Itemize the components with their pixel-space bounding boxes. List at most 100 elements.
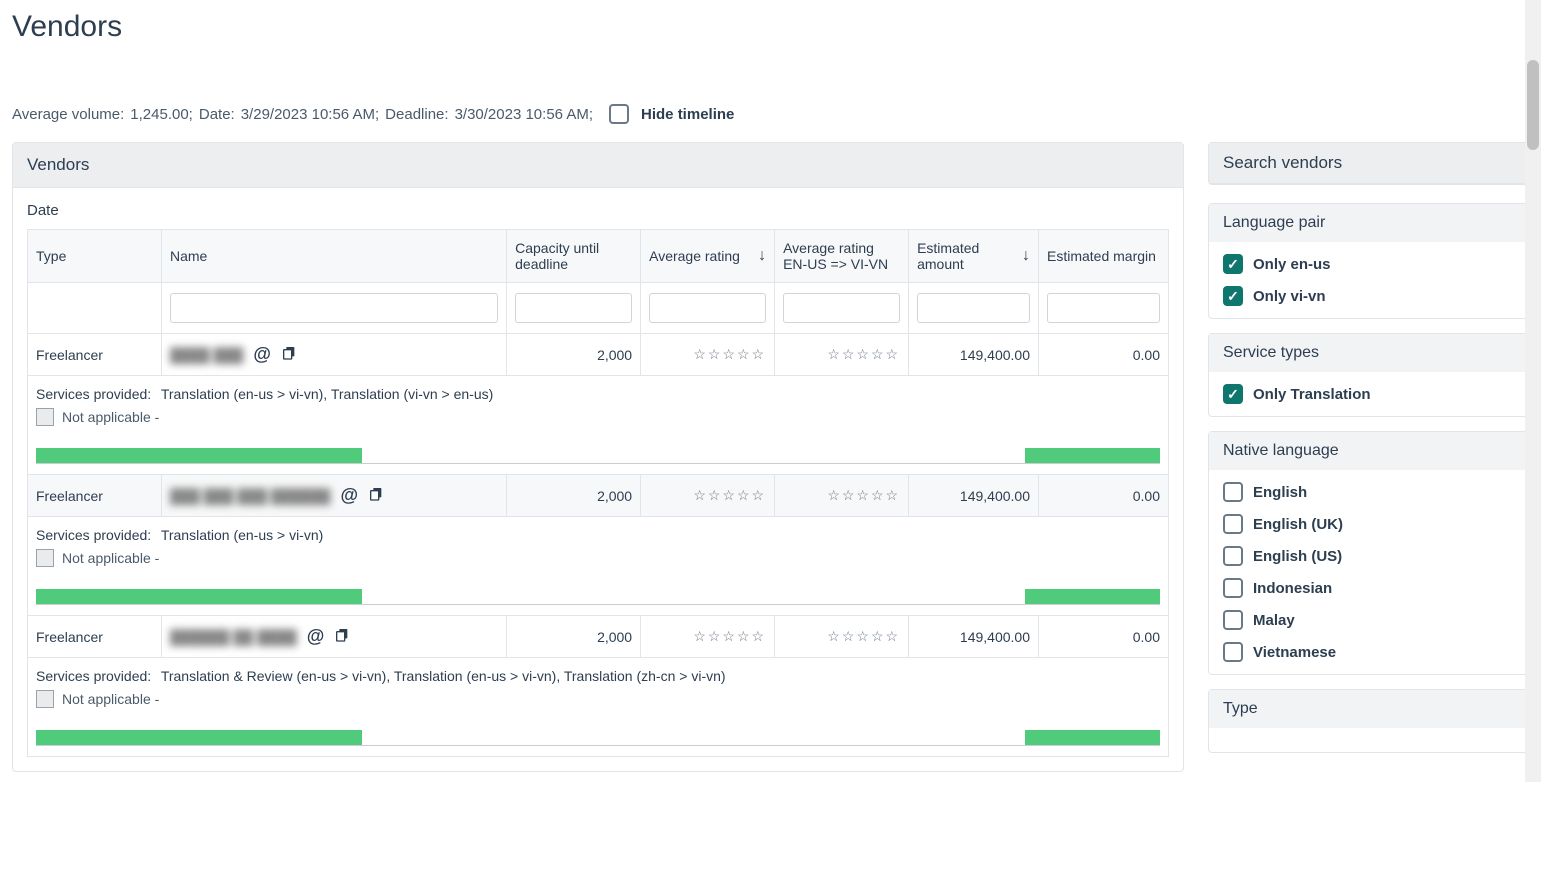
timeline: [36, 448, 1160, 464]
cell-name: ████ ███ @: [161, 334, 506, 376]
cell-avg-rating: ☆☆☆☆☆: [641, 475, 775, 517]
table-row[interactable]: Freelancer████ ███@2,000☆☆☆☆☆☆☆☆☆☆149,40…: [28, 334, 1169, 376]
services-value: Translation & Review (en-us > vi-vn), Tr…: [161, 668, 726, 684]
email-icon[interactable]: @: [307, 626, 325, 647]
copy-icon[interactable]: [281, 345, 297, 364]
checkbox[interactable]: [1223, 286, 1243, 306]
vendor-name: ███ ███ ███ ██████: [170, 488, 330, 504]
scrollbar-thumb[interactable]: [1527, 60, 1539, 150]
vendor-name: ██████ ██ ████: [170, 629, 297, 645]
avg-volume-label: Average volume:: [12, 106, 124, 123]
checkbox[interactable]: [1223, 482, 1243, 502]
hide-timeline-checkbox[interactable]: [609, 104, 629, 124]
filter-checkbox-row[interactable]: English: [1223, 482, 1514, 502]
cell-avg-rating: ☆☆☆☆☆: [641, 334, 775, 376]
checkbox-label: Malay: [1253, 612, 1295, 629]
col-est-margin[interactable]: Estimated margin: [1039, 230, 1169, 283]
cell-name: ███ ███ ███ ██████ @: [161, 475, 506, 517]
page-scrollbar[interactable]: [1525, 0, 1541, 782]
checkbox[interactable]: [1223, 642, 1243, 662]
date-value: 3/29/2023 10:56 AM;: [241, 106, 379, 123]
native-language-group: Native language EnglishEnglish (UK)Engli…: [1208, 431, 1529, 675]
table-row[interactable]: Freelancer██████ ██ ████@2,000☆☆☆☆☆☆☆☆☆☆…: [28, 616, 1169, 658]
type-group: Type: [1208, 689, 1529, 753]
checkbox[interactable]: [1223, 384, 1243, 404]
hide-timeline-label[interactable]: Hide timeline: [641, 106, 734, 123]
table-row[interactable]: Freelancer███ ███ ███ ██████@2,000☆☆☆☆☆☆…: [28, 475, 1169, 517]
cell-est-amount: 149,400.00: [909, 616, 1039, 658]
sort-arrow-icon[interactable]: ↓: [758, 247, 766, 265]
deadline-label: Deadline:: [385, 106, 448, 123]
col-type[interactable]: Type: [28, 230, 162, 283]
timeline-bar: [36, 730, 362, 745]
filter-checkbox-row[interactable]: English (UK): [1223, 514, 1514, 534]
filter-capacity-input[interactable]: [515, 293, 632, 323]
sort-arrow-icon[interactable]: ↓: [1022, 247, 1030, 265]
deadline-value: 3/30/2023 10:56 AM;: [455, 106, 593, 123]
expand-row: Services provided: Translation (en-us > …: [28, 517, 1169, 616]
language-pair-group: Language pair Only en-usOnly vi-vn: [1208, 203, 1529, 319]
not-applicable-line: Not applicable -: [36, 549, 1160, 567]
filter-checkbox-row[interactable]: English (US): [1223, 546, 1514, 566]
copy-icon[interactable]: [368, 486, 384, 505]
cell-capacity: 2,000: [507, 334, 641, 376]
expand-row: Services provided: Translation (en-us > …: [28, 376, 1169, 475]
col-avg-rating[interactable]: Average rating↓: [641, 230, 775, 283]
cell-type: Freelancer: [28, 475, 162, 517]
col-avg-rating-pair[interactable]: Average rating EN-US => VI-VN: [775, 230, 909, 283]
checkbox-label: Only Translation: [1253, 386, 1371, 403]
cell-avg-rating: ☆☆☆☆☆: [641, 616, 775, 658]
cell-est-amount: 149,400.00: [909, 334, 1039, 376]
filter-name-input[interactable]: [170, 293, 498, 323]
vendors-panel: Vendors Date Type Name Capacity until de…: [12, 142, 1184, 772]
checkbox-label: Vietnamese: [1253, 644, 1336, 661]
services-line: Services provided: Translation & Review …: [36, 668, 1160, 684]
service-types-header: Service types: [1209, 334, 1528, 372]
timeline: [36, 730, 1160, 746]
not-applicable-line: Not applicable -: [36, 408, 1160, 426]
meta-row: Average volume: 1,245.00; Date: 3/29/202…: [12, 104, 1529, 124]
checkbox-label: English (UK): [1253, 516, 1343, 533]
timeline: [36, 589, 1160, 605]
search-vendors-panel: Search vendors: [1208, 142, 1529, 185]
email-icon[interactable]: @: [253, 344, 271, 365]
filter-checkbox-row[interactable]: Only vi-vn: [1223, 286, 1514, 306]
filter-checkbox-row[interactable]: Vietnamese: [1223, 642, 1514, 662]
vendor-name: ████ ███: [170, 347, 243, 363]
copy-icon[interactable]: [334, 627, 350, 646]
not-applicable-checkbox[interactable]: [36, 690, 54, 708]
checkbox[interactable]: [1223, 610, 1243, 630]
cell-avg-rating-pair: ☆☆☆☆☆: [775, 616, 909, 658]
timeline-bar: [1025, 730, 1160, 745]
filter-checkbox-row[interactable]: Malay: [1223, 610, 1514, 630]
checkbox[interactable]: [1223, 254, 1243, 274]
services-value: Translation (en-us > vi-vn), Translation…: [161, 386, 494, 402]
filter-checkbox-row[interactable]: Only en-us: [1223, 254, 1514, 274]
avg-volume-value: 1,245.00;: [130, 106, 193, 123]
checkbox-label: English (US): [1253, 548, 1342, 565]
not-applicable-checkbox[interactable]: [36, 408, 54, 426]
cell-est-margin: 0.00: [1039, 334, 1169, 376]
email-icon[interactable]: @: [340, 485, 358, 506]
col-est-amount[interactable]: Estimated amount↓: [909, 230, 1039, 283]
filter-avgrating-input[interactable]: [649, 293, 766, 323]
col-capacity[interactable]: Capacity until deadline: [507, 230, 641, 283]
checkbox[interactable]: [1223, 514, 1243, 534]
services-value: Translation (en-us > vi-vn): [161, 527, 323, 543]
filter-checkbox-row[interactable]: Indonesian: [1223, 578, 1514, 598]
cell-type: Freelancer: [28, 616, 162, 658]
col-name[interactable]: Name: [161, 230, 506, 283]
checkbox-label: Indonesian: [1253, 580, 1332, 597]
filter-estmargin-input[interactable]: [1047, 293, 1160, 323]
not-applicable-label: Not applicable -: [62, 691, 159, 707]
cell-capacity: 2,000: [507, 616, 641, 658]
vendors-table: Type Name Capacity until deadline Averag…: [27, 229, 1169, 757]
checkbox[interactable]: [1223, 578, 1243, 598]
services-line: Services provided: Translation (en-us > …: [36, 527, 1160, 543]
filter-avgrating-pair-input[interactable]: [783, 293, 900, 323]
filter-checkbox-row[interactable]: Only Translation: [1223, 384, 1514, 404]
cell-avg-rating-pair: ☆☆☆☆☆: [775, 334, 909, 376]
checkbox[interactable]: [1223, 546, 1243, 566]
filter-estamount-input[interactable]: [917, 293, 1030, 323]
not-applicable-checkbox[interactable]: [36, 549, 54, 567]
